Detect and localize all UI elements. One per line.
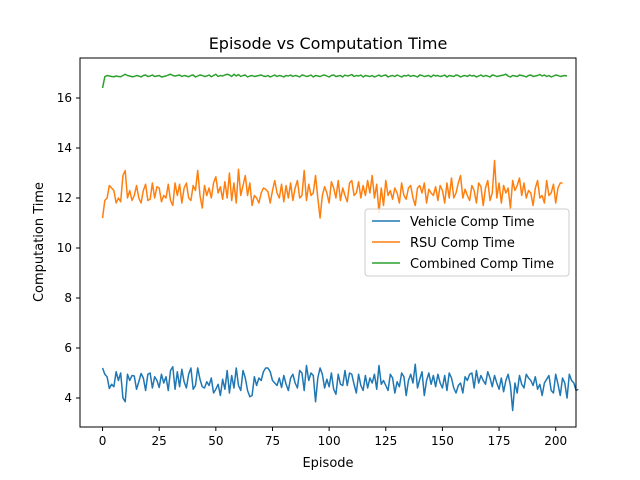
series-line-1 <box>101 159 563 219</box>
y-tick-label: 12 <box>57 191 72 205</box>
x-tick-label: 25 <box>152 434 167 448</box>
series-line-2 <box>101 73 568 89</box>
y-tick-label: 4 <box>64 391 72 405</box>
y-axis-label: Computation Time <box>32 182 47 302</box>
x-tick-label: 100 <box>318 434 341 448</box>
y-tick-label: 6 <box>64 341 72 355</box>
axes-frame <box>79 57 577 428</box>
x-tick-label: 0 <box>99 434 107 448</box>
chart-title: Episode vs Computation Time <box>209 34 448 53</box>
plot-area <box>101 73 579 412</box>
series-line-0 <box>101 363 579 412</box>
legend-box <box>364 208 570 277</box>
y-tick-label: 14 <box>57 141 72 155</box>
x-axis-ticks: 0 25 50 75 100 125 150 175 200 <box>99 427 567 448</box>
y-tick-label: 16 <box>57 91 72 105</box>
x-tick-label: 200 <box>544 434 567 448</box>
x-tick-label: 50 <box>208 434 223 448</box>
x-axis-label: Episode <box>302 456 353 471</box>
x-tick-label: 150 <box>431 434 454 448</box>
y-axis-ticks: 4 6 8 10 12 14 16 <box>57 91 80 405</box>
y-tick-label: 10 <box>57 241 72 255</box>
x-tick-label: 75 <box>265 434 280 448</box>
legend-entry: Vehicle Comp Time <box>410 215 535 230</box>
legend-entry: Combined Comp Time <box>410 257 554 272</box>
x-tick-label: 175 <box>488 434 511 448</box>
x-tick-label: 125 <box>374 434 397 448</box>
legend: Vehicle Comp Time RSU Comp Time Combined C… <box>364 208 570 277</box>
legend-entry: RSU Comp Time <box>410 236 515 251</box>
y-tick-label: 8 <box>64 291 72 305</box>
